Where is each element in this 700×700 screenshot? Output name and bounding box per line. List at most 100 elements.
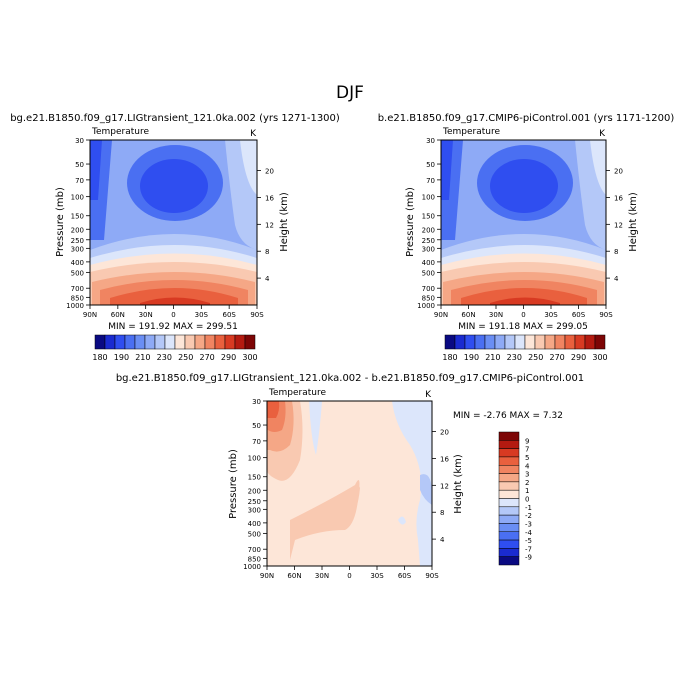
- panel-3-y-axis-title: Pressure (mb): [228, 449, 239, 519]
- colorbar-swatch: [498, 473, 520, 483]
- colorbar-tick-label: 5: [525, 454, 529, 462]
- colorbar-swatch: [174, 334, 186, 350]
- y-tick-label: 50: [75, 161, 84, 169]
- panel-3-subtitle: bg.e21.B1850.f09_g17.LIGtransient_121.0k…: [116, 373, 584, 384]
- panel-1-y-axis-title: Pressure (mb): [55, 187, 66, 257]
- colorbar-tick-label: 270: [550, 353, 565, 362]
- colorbar-tick-label: -7: [525, 545, 532, 553]
- colorbar-swatch: [104, 334, 116, 350]
- y-tick-label: 1000: [417, 302, 435, 310]
- x-tick-label: 60S: [572, 311, 586, 319]
- colorbar-swatch: [544, 334, 556, 350]
- colorbar-tick-label: 9: [525, 437, 529, 445]
- colorbar-tick-label: -2: [525, 512, 532, 520]
- y2-tick-label: 16: [614, 194, 623, 202]
- colorbar-tick-label: 300: [242, 353, 257, 362]
- colorbar-swatch: [134, 334, 146, 350]
- colorbar-swatch: [498, 448, 520, 458]
- colorbar-swatch: [144, 334, 156, 350]
- panel-2-y2-axis: 20 16 12 8 4: [606, 168, 623, 283]
- colorbar-swatch: [114, 334, 126, 350]
- y-tick-label: 30: [75, 137, 84, 145]
- y-tick-label: 1000: [66, 302, 84, 310]
- y-tick-label: 1000: [243, 563, 261, 571]
- colorbar-swatch: [494, 334, 506, 350]
- y-tick-label: 400: [71, 259, 84, 267]
- colorbar-tick-label: 270: [200, 353, 215, 362]
- colorbar-swatch: [498, 431, 520, 441]
- x-tick-label: 60S: [398, 572, 412, 580]
- panel-2-y-axis-title: Pressure (mb): [405, 187, 416, 257]
- y2-tick-label: 16: [440, 455, 449, 463]
- y-tick-label: 400: [248, 520, 261, 528]
- panel-2-field-label: Temperature: [442, 127, 500, 137]
- panel-2-units-label: K: [599, 129, 606, 139]
- colorbar-swatch: [164, 334, 176, 350]
- y-tick-label: 300: [71, 245, 84, 253]
- y2-tick-label: 8: [440, 509, 444, 517]
- colorbar-swatch: [504, 334, 516, 350]
- colorbar-swatch: [514, 334, 526, 350]
- panel-1-min-max: MIN = 191.92 MAX = 299.51: [108, 322, 238, 332]
- colorbar-swatch: [234, 334, 246, 350]
- panel-1-y2-axis-title: Height (km): [279, 192, 290, 252]
- y2-tick-label: 4: [440, 536, 445, 544]
- colorbar-swatch: [244, 334, 256, 350]
- panel-2-subtitle: b.e21.B1850.f09_g17.CMIP6-piControl.001 …: [378, 113, 675, 124]
- colorbar-swatch: [214, 334, 226, 350]
- panel-3-field-label: Temperature: [268, 388, 326, 398]
- colorbar-tick-label: 290: [221, 353, 236, 362]
- colorbar-swatch: [224, 334, 236, 350]
- colorbar-swatch: [524, 334, 536, 350]
- colorbar-tick-label: -5: [525, 537, 532, 545]
- colorbar-tick-label: 4: [525, 462, 530, 470]
- y-tick-label: 50: [426, 161, 435, 169]
- colorbar-swatch: [498, 498, 520, 508]
- colorbar-tick-label: 3: [525, 471, 529, 479]
- y2-tick-label: 8: [614, 248, 618, 256]
- colorbar-swatch: [594, 334, 606, 350]
- panel-3-min-max: MIN = -2.76 MAX = 7.32: [453, 411, 563, 421]
- y-tick-label: 100: [248, 455, 261, 463]
- panel-2: b.e21.B1850.f09_g17.CMIP6-piControl.001 …: [378, 113, 675, 362]
- x-tick-label: 30N: [489, 311, 503, 319]
- y2-tick-label: 20: [265, 168, 274, 176]
- panel-1-colorbar: 180 190 210 230 250 270 290 300: [92, 334, 258, 362]
- panel-3-x-axis: 90N 60N 30N 0 30S 60S 90S: [260, 566, 439, 580]
- panel-1-x-axis: 90N 60N 30N 0 30S 60S 90S: [83, 305, 264, 319]
- colorbar-swatch: [184, 334, 196, 350]
- colorbar-swatch: [154, 334, 166, 350]
- y2-tick-label: 4: [265, 275, 270, 283]
- colorbar-tick-label: 250: [178, 353, 193, 362]
- panel-1-units-label: K: [250, 129, 257, 139]
- y-tick-label: 700: [248, 546, 261, 554]
- colorbar-tick-label: 250: [528, 353, 543, 362]
- colorbar-tick-label: 230: [507, 353, 522, 362]
- y-tick-label: 250: [248, 498, 261, 506]
- colorbar-tick-label: 230: [157, 353, 172, 362]
- colorbar-swatch: [498, 514, 520, 524]
- panel-3-units-label: K: [425, 390, 432, 400]
- colorbar-swatch: [124, 334, 136, 350]
- colorbar-swatch: [574, 334, 586, 350]
- y-tick-label: 850: [71, 294, 84, 302]
- colorbar-tick-label: -9: [525, 554, 532, 562]
- x-tick-label: 0: [347, 572, 351, 580]
- colorbar-swatch: [498, 465, 520, 474]
- colorbar-swatch: [534, 334, 546, 350]
- colorbar-tick-label: 1: [525, 487, 529, 495]
- y-tick-label: 500: [422, 269, 435, 277]
- y-tick-label: 500: [71, 269, 84, 277]
- y-tick-label: 30: [426, 137, 435, 145]
- y-tick-label: 300: [422, 245, 435, 253]
- colorbar-tick-label: -3: [525, 520, 532, 528]
- colorbar-swatch: [464, 334, 476, 350]
- panel-2-y2-axis-title: Height (km): [628, 192, 639, 252]
- y2-tick-label: 12: [265, 221, 274, 229]
- x-tick-label: 30N: [139, 311, 153, 319]
- panel-3: bg.e21.B1850.f09_g17.LIGtransient_121.0k…: [116, 373, 584, 580]
- x-tick-label: 90N: [260, 572, 274, 580]
